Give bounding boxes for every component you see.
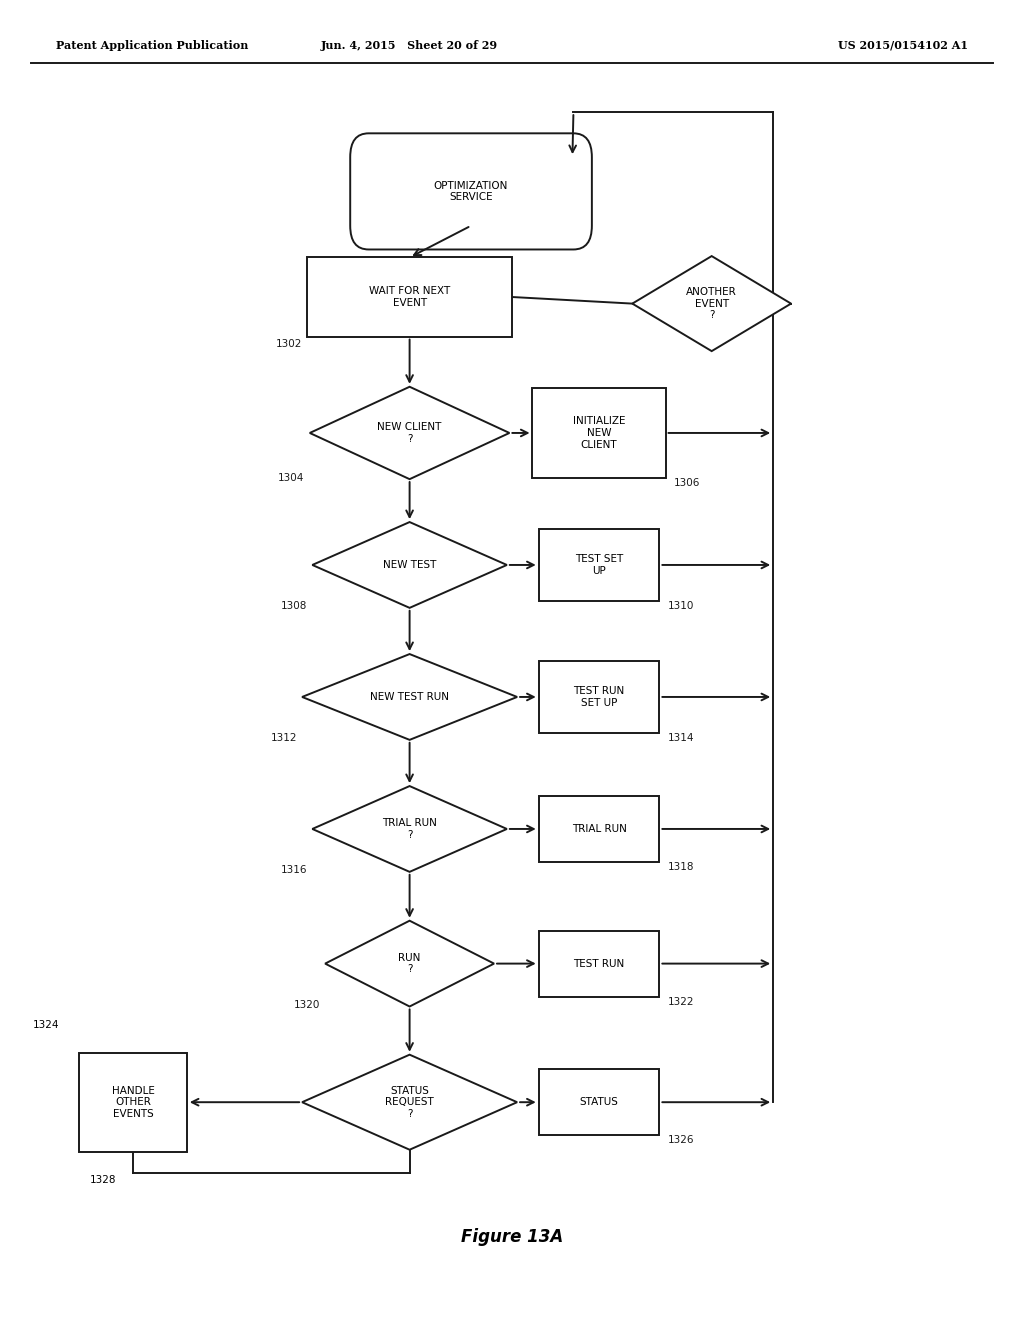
Text: NEW TEST: NEW TEST [383,560,436,570]
Text: 1312: 1312 [270,734,297,743]
Text: TEST SET
UP: TEST SET UP [574,554,624,576]
Polygon shape [326,921,495,1006]
Text: TEST RUN
SET UP: TEST RUN SET UP [573,686,625,708]
Polygon shape [632,256,791,351]
Text: WAIT FOR NEXT
EVENT: WAIT FOR NEXT EVENT [369,286,451,308]
Text: INITIALIZE
NEW
CLIENT: INITIALIZE NEW CLIENT [572,416,626,450]
FancyBboxPatch shape [350,133,592,249]
Text: STATUS
REQUEST
?: STATUS REQUEST ? [385,1085,434,1119]
Text: ANOTHER
EVENT
?: ANOTHER EVENT ? [686,286,737,321]
Bar [539,528,659,602]
Polygon shape [312,787,507,871]
Text: 1302: 1302 [275,339,302,350]
Text: NEW CLIENT
?: NEW CLIENT ? [378,422,441,444]
Bar [539,796,659,862]
Text: NEW TEST RUN: NEW TEST RUN [370,692,450,702]
Text: 1326: 1326 [668,1135,694,1146]
Text: TRIAL RUN
?: TRIAL RUN ? [382,818,437,840]
Text: US 2015/0154102 A1: US 2015/0154102 A1 [838,40,968,51]
Text: 1322: 1322 [668,997,694,1007]
Polygon shape [312,523,507,607]
Polygon shape [302,1055,517,1150]
Bar [539,1069,659,1135]
Text: 1310: 1310 [668,602,694,611]
Bar [80,1053,186,1151]
Text: OPTIMIZATION
SERVICE: OPTIMIZATION SERVICE [434,181,508,202]
Text: 1324: 1324 [33,1019,59,1030]
Text: 1328: 1328 [90,1175,116,1185]
Text: Jun. 4, 2015   Sheet 20 of 29: Jun. 4, 2015 Sheet 20 of 29 [322,40,498,51]
Bar [539,931,659,997]
Text: 1308: 1308 [281,602,307,611]
Bar [539,661,659,734]
Text: RUN
?: RUN ? [398,953,421,974]
Text: Figure 13A: Figure 13A [461,1228,563,1246]
Text: 1318: 1318 [668,862,694,873]
Text: STATUS: STATUS [580,1097,618,1107]
Text: 1314: 1314 [668,734,694,743]
Text: TEST RUN: TEST RUN [573,958,625,969]
Text: Patent Application Publication: Patent Application Publication [56,40,249,51]
Text: HANDLE
OTHER
EVENTS: HANDLE OTHER EVENTS [112,1085,155,1119]
Bar [307,257,512,337]
Text: 1316: 1316 [281,866,307,875]
Text: 1304: 1304 [279,473,305,483]
Polygon shape [309,387,510,479]
Text: 1306: 1306 [674,478,700,488]
Bar [532,388,666,478]
Polygon shape [302,655,517,739]
Text: TRIAL RUN: TRIAL RUN [571,824,627,834]
Text: 1320: 1320 [294,1001,319,1010]
